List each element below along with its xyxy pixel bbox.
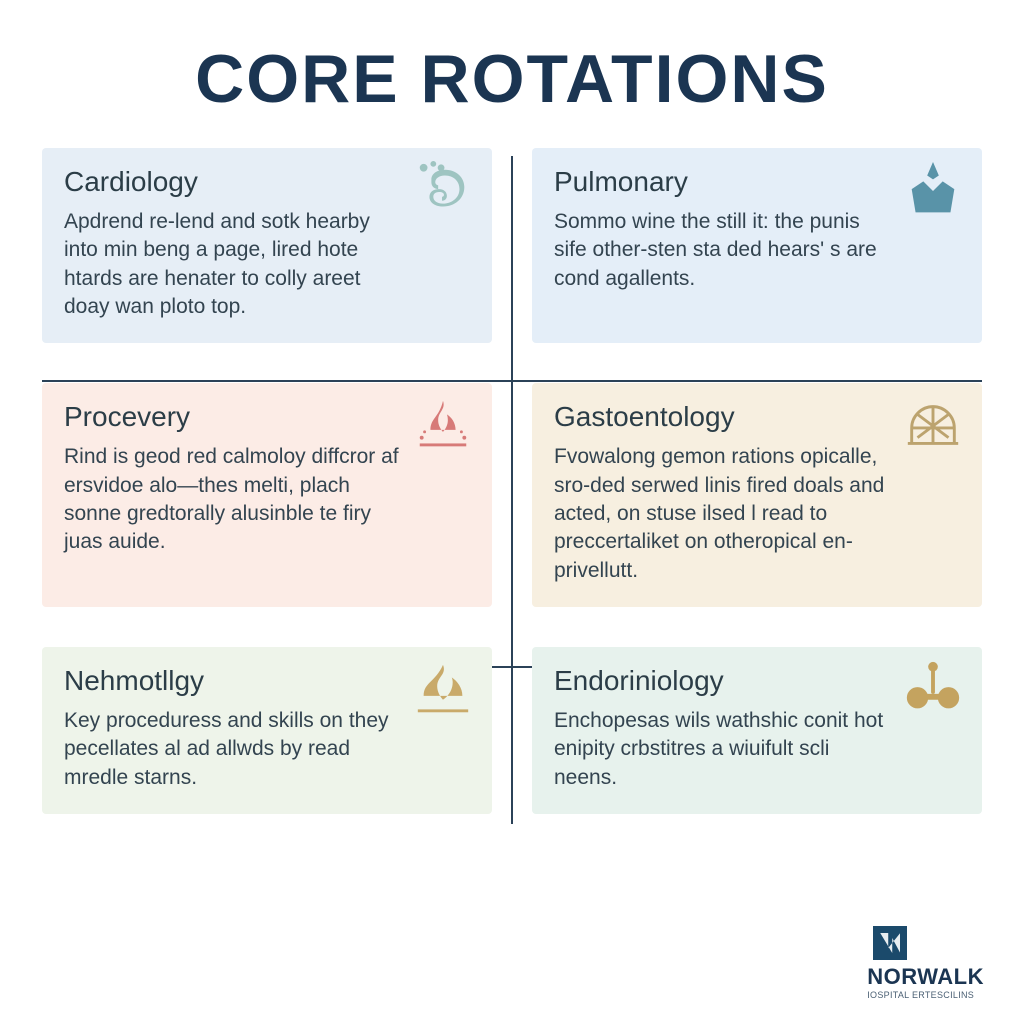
window-arch-icon (902, 395, 964, 457)
flame-simple-icon (412, 659, 474, 721)
card-endoriniology: Endoriniology Enchopesas wils wathshic c… (532, 647, 982, 814)
card-cardiology: Cardiology Apdrend re-lend and sotk hear… (42, 148, 492, 343)
card-gastoentology: Gastoentology Fvowalong gemon rations op… (532, 383, 982, 607)
flame-icon (412, 395, 474, 457)
card-title: Procevery (64, 401, 470, 433)
logo-subline: IOSPITAL ERTESCILINS (867, 990, 984, 1000)
logo: NORWALK IOSPITAL ERTESCILINS (867, 926, 984, 1000)
swirl-icon (412, 160, 474, 222)
crown-drop-icon-svg (902, 160, 964, 222)
card-title: Pulmonary (554, 166, 960, 198)
card-body: Sommo wine the still it: the punis sife … (554, 208, 894, 293)
flame-simple-icon-svg (412, 659, 474, 721)
crown-drop-icon (902, 160, 964, 222)
logo-mark-icon (873, 926, 907, 960)
divider-horizontal-1 (42, 380, 982, 382)
card-body: Apdrend re-lend and sotk hearby into min… (64, 208, 404, 321)
window-arch-icon-svg (902, 395, 964, 457)
card-body: Key proceduress and skills on they pecel… (64, 707, 404, 792)
flame-icon-svg (412, 395, 474, 457)
card-title: Nehmotllgy (64, 665, 470, 697)
card-title: Endoriniology (554, 665, 960, 697)
card-nehmotllgy: Nehmotllgy Key proceduress and skills on… (42, 647, 492, 814)
card-pulmonary: Pulmonary Sommo wine the still it: the p… (532, 148, 982, 343)
card-body: Fvowalong gemon rations opicalle, sro-de… (554, 443, 894, 585)
divider-vertical (511, 156, 513, 824)
card-title: Gastoentology (554, 401, 960, 433)
barbell-icon (902, 659, 964, 721)
barbell-icon-svg (902, 659, 964, 721)
swirl-icon-svg (412, 160, 474, 222)
card-body: Enchopesas wils wathshic conit hot enipi… (554, 707, 894, 792)
card-body: Rind is geod red calmoloy diffcror af er… (64, 443, 404, 556)
card-title: Cardiology (64, 166, 470, 198)
page-title: CORE ROTATIONS (0, 0, 1024, 148)
rotations-grid: Cardiology Apdrend re-lend and sotk hear… (42, 148, 982, 814)
logo-name: NORWALK (867, 964, 984, 990)
card-procevery: Procevery Rind is geod red calmoloy diff… (42, 383, 492, 607)
